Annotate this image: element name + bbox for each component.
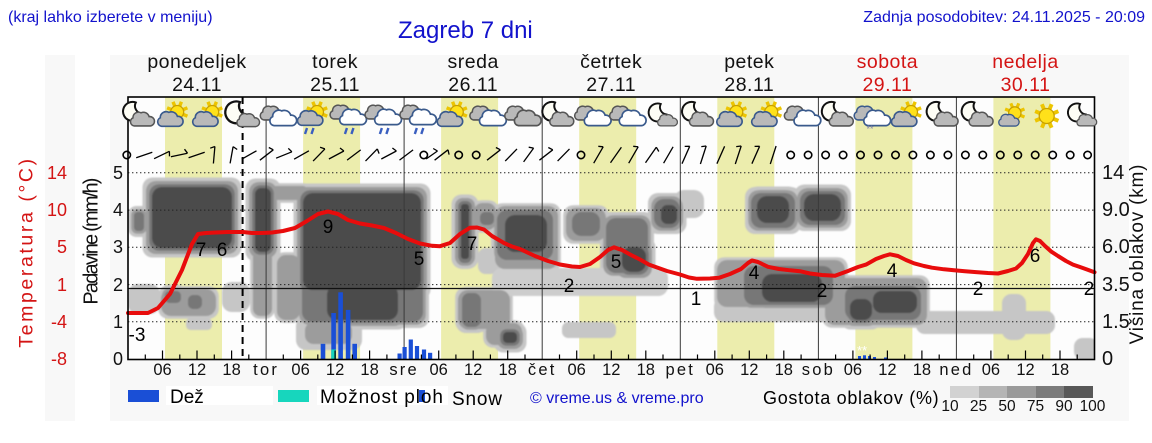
svg-text:6: 6 (217, 240, 228, 261)
svg-text:7: 7 (467, 234, 478, 255)
svg-text:**: ** (867, 124, 875, 134)
svg-text:9: 9 (323, 217, 334, 238)
svg-text:1: 1 (691, 289, 702, 310)
svg-text:4: 4 (887, 261, 898, 282)
svg-text:5: 5 (611, 252, 622, 273)
svg-text:-3: -3 (129, 325, 146, 346)
svg-text:5: 5 (414, 249, 425, 270)
svg-text:2: 2 (1084, 279, 1095, 300)
svg-text:4: 4 (749, 263, 760, 284)
svg-text:2: 2 (817, 281, 828, 302)
svg-text:2: 2 (564, 276, 575, 297)
svg-text:6: 6 (1030, 246, 1041, 267)
svg-text:**: ** (857, 343, 867, 358)
svg-text:7: 7 (196, 240, 207, 261)
svg-text:2: 2 (973, 279, 984, 300)
